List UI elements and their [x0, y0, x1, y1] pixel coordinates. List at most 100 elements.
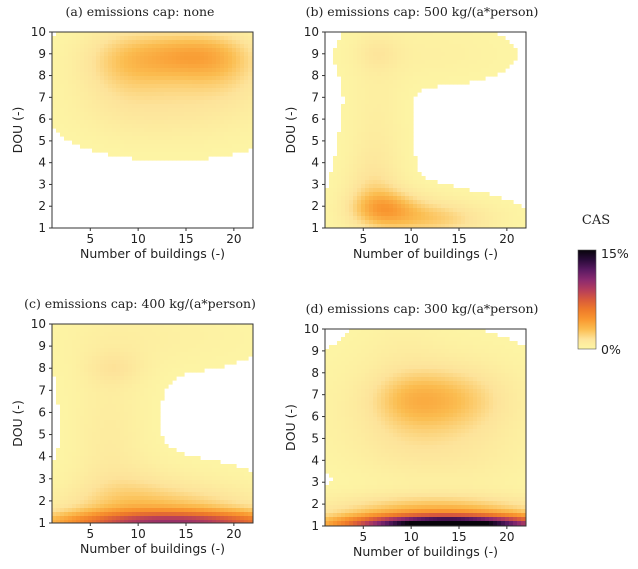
heatmap-cell: [248, 68, 253, 73]
heatmap-cell: [116, 384, 121, 389]
heatmap-cell: [244, 348, 249, 353]
heatmap-cell: [96, 424, 101, 429]
heatmap-cell: [220, 464, 225, 469]
heatmap-cell: [172, 148, 177, 153]
heatmap-cell: [477, 212, 482, 217]
heatmap-cell: [473, 68, 478, 73]
heatmap-cell: [204, 124, 209, 129]
x-tick-label: 5: [359, 232, 367, 246]
heatmap-cell: [64, 392, 69, 397]
heatmap-cell: [112, 480, 117, 485]
heatmap-cell: [56, 44, 61, 49]
heatmap-cell: [240, 472, 245, 477]
heatmap-cell: [325, 200, 330, 205]
heatmap-cell: [156, 484, 161, 489]
heatmap-cell: [357, 96, 362, 101]
heatmap-cell: [148, 424, 153, 429]
heatmap-cell: [248, 496, 253, 501]
heatmap-cell: [509, 48, 514, 53]
heatmap-cell: [232, 148, 237, 153]
heatmap-cell: [96, 88, 101, 93]
heatmap-cell: [333, 168, 338, 173]
heatmap-cell: [212, 148, 217, 153]
heatmap-cell: [132, 376, 137, 381]
heatmap-cell: [104, 420, 109, 425]
heatmap-cell: [108, 484, 113, 489]
heatmap-cell: [192, 340, 197, 345]
heatmap-cell: [405, 108, 410, 113]
heatmap-cell: [204, 60, 209, 65]
heatmap-cell: [429, 188, 434, 193]
heatmap-cell: [385, 212, 390, 217]
heatmap-cell: [144, 96, 149, 101]
heatmap-cell: [425, 180, 430, 185]
heatmap-cell: [389, 156, 394, 161]
heatmap-cell: [60, 356, 65, 361]
heatmap-cell: [393, 136, 398, 141]
heatmap-cell: [212, 480, 217, 485]
heatmap-cell: [369, 192, 374, 197]
heatmap-cell: [184, 364, 189, 369]
heatmap-cell: [60, 348, 65, 353]
heatmap-cell: [393, 204, 398, 209]
heatmap-cell: [240, 88, 245, 93]
heatmap-cell: [180, 124, 185, 129]
heatmap-cell: [104, 384, 109, 389]
heatmap-cell: [120, 340, 125, 345]
heatmap-cell: [216, 364, 221, 369]
heatmap-cell: [369, 104, 374, 109]
heatmap-cell: [148, 464, 153, 469]
heatmap-cell: [409, 132, 414, 137]
heatmap-cell: [128, 60, 133, 65]
heatmap-cell: [88, 436, 93, 441]
heatmap-cell: [248, 328, 253, 333]
heatmap-cell: [172, 324, 177, 329]
heatmap-cell: [333, 220, 338, 225]
heatmap-cell: [104, 104, 109, 109]
heatmap-cell: [501, 208, 506, 213]
heatmap-cell: [413, 80, 418, 85]
heatmap-cell: [88, 412, 93, 417]
heatmap-cell: [108, 364, 113, 369]
heatmap-cell: [421, 56, 426, 61]
heatmap-cell: [108, 80, 113, 85]
heatmap-cell: [341, 180, 346, 185]
heatmap-cell: [244, 112, 249, 117]
heatmap-cell: [393, 32, 398, 37]
heatmap-cell: [345, 176, 350, 181]
heatmap-cell: [84, 352, 89, 357]
heatmap-cell: [381, 144, 386, 149]
heatmap-cell: [192, 32, 197, 37]
heatmap-cell: [216, 108, 221, 113]
heatmap-cell: [425, 184, 430, 189]
heatmap-cell: [128, 432, 133, 437]
heatmap-cell: [104, 500, 109, 505]
heatmap-cell: [433, 200, 438, 205]
heatmap-cell: [132, 372, 137, 377]
heatmap-cell: [104, 368, 109, 373]
heatmap-cell: [180, 120, 185, 125]
heatmap-cell: [132, 360, 137, 365]
heatmap-cell: [212, 60, 217, 65]
heatmap-cell: [228, 108, 233, 113]
heatmap-cell: [108, 456, 113, 461]
heatmap-cell: [409, 200, 414, 205]
heatmap-cell: [405, 72, 410, 77]
heatmap-cell: [72, 340, 77, 345]
heatmap-cell: [152, 464, 157, 469]
heatmap-cell: [176, 140, 181, 145]
heatmap-cell: [64, 64, 69, 69]
heatmap-cell: [389, 36, 394, 41]
heatmap-cell: [389, 108, 394, 113]
heatmap-cell: [204, 492, 209, 497]
heatmap-cell: [148, 380, 153, 385]
heatmap-cell: [212, 488, 217, 493]
heatmap-cell: [80, 120, 85, 125]
heatmap-cell: [208, 136, 213, 141]
heatmap-cell: [116, 152, 121, 157]
heatmap-cell: [220, 364, 225, 369]
heatmap-cell: [148, 452, 153, 457]
heatmap-cell: [76, 468, 81, 473]
heatmap-cell: [140, 108, 145, 113]
heatmap-cell: [168, 76, 173, 81]
